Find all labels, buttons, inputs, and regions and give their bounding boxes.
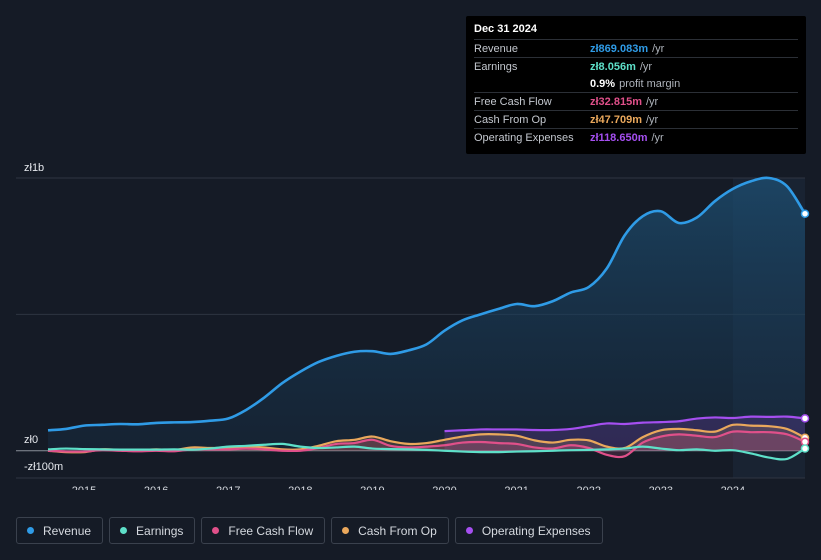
x-tick-label: 2016 — [144, 485, 168, 490]
x-tick-label: 2023 — [649, 485, 673, 490]
tooltip-value: zł118.650m — [590, 131, 648, 144]
x-tick-label: 2021 — [504, 485, 528, 490]
tooltip-row-operating-expenses: Operating Expenses zł118.650m /yr — [474, 128, 798, 146]
y-axis: zł1b zł0 -zł100m — [24, 162, 63, 473]
tooltip-label: Earnings — [474, 60, 518, 73]
revenue-area — [48, 177, 805, 451]
legend-item-free-cash-flow[interactable]: Free Cash Flow — [201, 517, 326, 544]
tooltip-value: zł32.815m — [590, 95, 642, 108]
tooltip-label: Cash From Op — [474, 113, 547, 126]
legend-item-operating-expenses[interactable]: Operating Expenses — [454, 517, 603, 544]
tooltip-suffix: /yr — [645, 95, 659, 108]
legend-label: Free Cash Flow — [228, 523, 314, 538]
tooltip-date: Dec 31 2024 — [474, 23, 537, 35]
revenue-line — [47, 176, 807, 432]
free-cash-flow-line — [47, 430, 806, 459]
revenue-end-point — [800, 209, 810, 218]
operating-expenses-dot-icon — [465, 527, 473, 534]
tooltip-label: Operating Expenses — [474, 131, 574, 144]
tooltip-row-cash-from-op: Cash From Op zł47.709m /yr — [474, 110, 798, 128]
tooltip-value: 0.9% — [590, 77, 616, 90]
x-tick-label: 2017 — [216, 485, 240, 490]
free-cash-flow-dot-icon — [212, 527, 220, 534]
free-cash-flow-area — [48, 431, 805, 458]
tooltip-label: Revenue — [474, 42, 519, 55]
legend-label: Operating Expenses — [481, 523, 591, 538]
operating-expenses-area — [444, 416, 805, 451]
x-tick-label: 2022 — [576, 485, 600, 490]
tooltip-row-free-cash-flow: Free Cash Flow zł32.815m /yr — [474, 92, 798, 110]
tooltip-suffix: profit margin — [619, 77, 681, 90]
tooltip-value: zł869.083m — [590, 42, 649, 55]
x-tick-label: 2018 — [288, 485, 312, 490]
y-tick-label-zero: zł0 — [24, 434, 38, 446]
y-tick-label-top: zł1b — [24, 162, 44, 174]
legend-item-revenue[interactable]: Revenue — [16, 517, 104, 544]
tooltip-row-earnings: Earnings zł8.056m /yr — [474, 57, 798, 75]
tooltip-row-revenue: Revenue zł869.083m /yr — [474, 39, 798, 57]
tooltip-value: zł47.709m — [590, 113, 642, 126]
operating-expenses-end-point — [800, 414, 810, 423]
x-tick-label: 2019 — [360, 485, 384, 490]
earnings-end-point — [800, 444, 810, 453]
tooltip-suffix: /yr — [652, 42, 665, 55]
revenue-dot-icon — [27, 527, 34, 534]
series-layer — [47, 176, 807, 461]
x-tick-label: 2020 — [432, 485, 456, 490]
earnings-line — [47, 442, 806, 461]
legend-label: Cash From Op — [358, 523, 437, 538]
y-tick-label-bottom: -zł100m — [24, 461, 63, 473]
operating-expenses-line — [444, 415, 806, 433]
chart-legend: Revenue Earnings Free Cash Flow Cash Fro… — [16, 517, 603, 546]
x-tick-label: 2024 — [721, 485, 745, 490]
legend-item-cash-from-op[interactable]: Cash From Op — [331, 517, 449, 544]
tooltip-suffix: /yr — [645, 113, 659, 126]
tooltip-suffix: /yr — [651, 131, 664, 144]
free-cash-flow-end-point — [800, 437, 810, 447]
x-tick-label: 2015 — [72, 485, 96, 490]
legend-item-earnings[interactable]: Earnings — [109, 517, 196, 544]
legend-label: Revenue — [43, 523, 92, 538]
legend-label: Earnings — [136, 523, 184, 538]
data-tooltip: Dec 31 2024 Revenue zł869.083m /yr Earni… — [466, 16, 806, 154]
tooltip-row-margin: 0.9% profit margin — [474, 75, 798, 92]
x-axis: 2015 2016 2017 2018 2019 2020 2021 2022 2023 2024 — [72, 485, 745, 490]
tooltip-suffix: /yr — [639, 60, 653, 73]
tooltip-label: Free Cash Flow — [474, 95, 552, 108]
cash-from-op-dot-icon — [342, 527, 350, 534]
earnings-dot-icon — [120, 527, 128, 534]
financial-chart: 2015 2016 2017 2018 2019 2020 2021 2022 2023 2024… — [16, 162, 810, 490]
end-markers — [800, 209, 810, 453]
tooltip-value: zł8.056m — [590, 60, 636, 73]
